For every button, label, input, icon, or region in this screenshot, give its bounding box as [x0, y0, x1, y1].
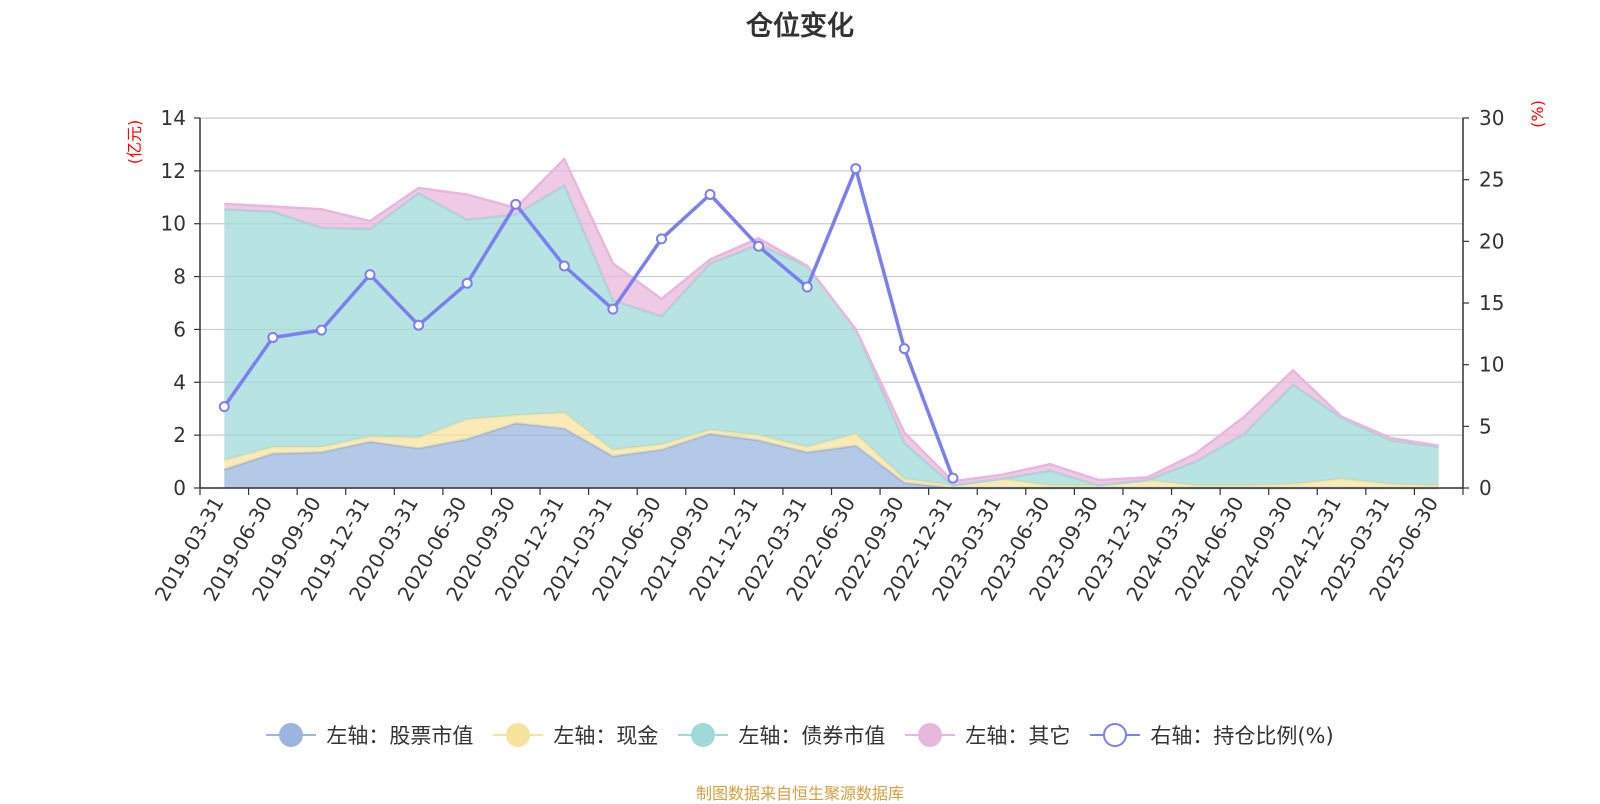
- right-axis-tick-label: 25: [1479, 168, 1504, 192]
- line-point[interactable]: [607, 303, 619, 315]
- area-左轴：股票市值: [224, 423, 1439, 488]
- line-point[interactable]: [558, 260, 570, 272]
- legend-marker-icon: [905, 721, 956, 749]
- left-axis-tick-label: 10: [161, 212, 186, 236]
- chart-title: 仓位变化: [746, 11, 854, 42]
- legend-label: 左轴：债券市值: [738, 724, 886, 748]
- left-axis-tick-label: 6: [173, 317, 186, 341]
- left-axis-tick-label: 8: [173, 265, 186, 289]
- legend-label: 左轴：股票市值: [326, 724, 474, 748]
- line-point[interactable]: [801, 281, 813, 293]
- legend-item[interactable]: 左轴：现金: [493, 720, 658, 750]
- right-axis-tick-label: 15: [1479, 291, 1504, 315]
- right-axis-tick-label: 10: [1479, 353, 1504, 377]
- left-axis-tick-label: 4: [173, 370, 186, 394]
- line-point[interactable]: [510, 198, 522, 210]
- legend-marker-icon: [678, 721, 729, 749]
- line-point[interactable]: [364, 269, 376, 281]
- line-point[interactable]: [947, 472, 959, 484]
- ratio-line: [218, 163, 959, 484]
- area-edge-左轴：其它: [224, 156, 1439, 483]
- legend-item[interactable]: 左轴：债券市值: [678, 720, 885, 750]
- legend-marker-icon: [266, 721, 317, 749]
- legend-item[interactable]: 左轴：股票市值: [266, 720, 473, 750]
- line-point[interactable]: [315, 324, 327, 336]
- left-axis-tick-label: 0: [173, 476, 186, 500]
- legend-item[interactable]: 右轴：持仓比例(%): [1090, 720, 1334, 750]
- right-axis-tick-label: 20: [1479, 229, 1504, 253]
- legend-marker-icon: [493, 721, 544, 749]
- left-axis-tick-label: 12: [161, 159, 186, 183]
- legend-label: 左轴：其它: [965, 724, 1071, 748]
- line-point[interactable]: [850, 163, 862, 175]
- right-axis-unit: (%): [1528, 100, 1547, 128]
- legend-item[interactable]: 左轴：其它: [905, 720, 1070, 750]
- line-point[interactable]: [753, 240, 765, 252]
- line-point[interactable]: [704, 188, 716, 200]
- line-point[interactable]: [267, 332, 279, 344]
- legend-marker-icon: [1090, 721, 1141, 749]
- line-point[interactable]: [461, 277, 473, 289]
- line-右轴：持仓比例(%): [222, 166, 955, 479]
- legend-label: 左轴：现金: [553, 724, 659, 748]
- line-point[interactable]: [413, 319, 425, 331]
- stacked-areas: [223, 156, 1439, 490]
- legend: 左轴：股票市值 左轴：现金 左轴：债券市值 左轴：其它 右轴：持仓比例(%): [0, 720, 1600, 750]
- source-note: 制图数据来自恒生聚源数据库: [695, 784, 904, 803]
- left-axis-unit: (亿元): [125, 120, 144, 165]
- legend-label: 右轴：持仓比例(%): [1150, 724, 1334, 748]
- right-axis-tick-label: 0: [1479, 476, 1492, 500]
- line-point[interactable]: [218, 401, 230, 413]
- line-point[interactable]: [898, 343, 910, 355]
- right-axis-tick-label: 30: [1479, 106, 1504, 130]
- right-axis-tick-label: 5: [1479, 414, 1492, 438]
- left-axis-tick-label: 2: [173, 423, 186, 447]
- area-左轴：债券市值: [224, 185, 1439, 486]
- line-point[interactable]: [655, 233, 667, 245]
- left-axis-tick-label: 14: [161, 106, 186, 130]
